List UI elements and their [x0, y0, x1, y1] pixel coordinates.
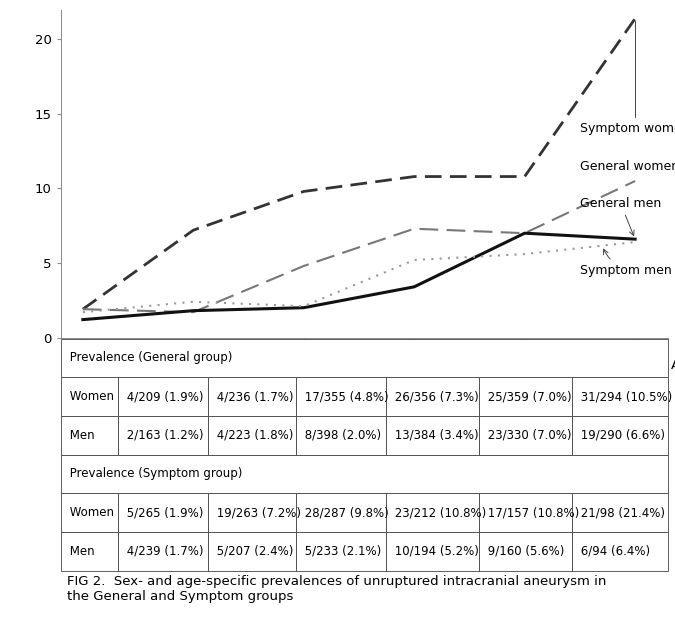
Text: 28/287 (9.8%): 28/287 (9.8%): [301, 506, 389, 519]
FancyBboxPatch shape: [572, 377, 668, 416]
Text: 25/359 (7.0%): 25/359 (7.0%): [484, 390, 572, 403]
Text: 21/98 (21.4%): 21/98 (21.4%): [577, 506, 665, 519]
Text: 5/265 (1.9%): 5/265 (1.9%): [124, 506, 204, 519]
Text: Symptom men: Symptom men: [580, 249, 672, 277]
FancyBboxPatch shape: [479, 377, 572, 416]
FancyBboxPatch shape: [209, 377, 296, 416]
Text: Age: Age: [671, 359, 675, 372]
FancyBboxPatch shape: [61, 532, 119, 570]
FancyBboxPatch shape: [61, 455, 668, 493]
Text: 9/160 (5.6%): 9/160 (5.6%): [484, 545, 564, 557]
FancyBboxPatch shape: [572, 416, 668, 455]
FancyBboxPatch shape: [386, 416, 479, 455]
Text: 4/223 (1.8%): 4/223 (1.8%): [213, 429, 294, 442]
Text: 19/290 (6.6%): 19/290 (6.6%): [577, 429, 665, 442]
FancyBboxPatch shape: [296, 377, 386, 416]
FancyBboxPatch shape: [479, 532, 572, 570]
FancyBboxPatch shape: [386, 377, 479, 416]
FancyBboxPatch shape: [572, 532, 668, 570]
Text: 10/194 (5.2%): 10/194 (5.2%): [392, 545, 479, 557]
Text: 13/384 (3.4%): 13/384 (3.4%): [392, 429, 479, 442]
FancyBboxPatch shape: [572, 493, 668, 532]
Text: 23/212 (10.8%): 23/212 (10.8%): [392, 506, 487, 519]
FancyBboxPatch shape: [386, 532, 479, 570]
FancyBboxPatch shape: [209, 416, 296, 455]
Text: 17/157 (10.8%): 17/157 (10.8%): [484, 506, 579, 519]
FancyBboxPatch shape: [119, 416, 209, 455]
FancyBboxPatch shape: [119, 532, 209, 570]
Text: General women: General women: [580, 159, 675, 178]
FancyBboxPatch shape: [61, 377, 119, 416]
FancyBboxPatch shape: [296, 532, 386, 570]
Text: Prevalence (General group): Prevalence (General group): [65, 352, 232, 365]
Text: FIG 2.  Sex- and age-specific prevalences of unruptured intracranial aneurysm in: FIG 2. Sex- and age-specific prevalences…: [67, 575, 606, 602]
Text: 17/355 (4.8%): 17/355 (4.8%): [301, 390, 389, 403]
FancyBboxPatch shape: [61, 416, 119, 455]
Text: Women: Women: [65, 390, 113, 403]
FancyBboxPatch shape: [479, 416, 572, 455]
FancyBboxPatch shape: [479, 493, 572, 532]
Text: 4/209 (1.9%): 4/209 (1.9%): [124, 390, 204, 403]
Text: 23/330 (7.0%): 23/330 (7.0%): [484, 429, 572, 442]
FancyBboxPatch shape: [61, 339, 668, 377]
FancyBboxPatch shape: [296, 416, 386, 455]
Text: Men: Men: [65, 429, 95, 442]
FancyBboxPatch shape: [296, 493, 386, 532]
FancyBboxPatch shape: [209, 532, 296, 570]
Text: 4/236 (1.7%): 4/236 (1.7%): [213, 390, 294, 403]
Text: 5/207 (2.4%): 5/207 (2.4%): [213, 545, 294, 557]
FancyBboxPatch shape: [61, 493, 119, 532]
Text: Prevalence (Symptom group): Prevalence (Symptom group): [65, 467, 242, 480]
FancyBboxPatch shape: [119, 377, 209, 416]
Text: 31/294 (10.5%): 31/294 (10.5%): [577, 390, 672, 403]
Text: 19/263 (7.2%): 19/263 (7.2%): [213, 506, 301, 519]
Text: Women: Women: [65, 506, 113, 519]
Text: General men: General men: [580, 197, 661, 235]
Text: 6/94 (6.4%): 6/94 (6.4%): [577, 545, 650, 557]
Text: 5/233 (2.1%): 5/233 (2.1%): [301, 545, 381, 557]
Text: 8/398 (2.0%): 8/398 (2.0%): [301, 429, 381, 442]
Text: 4/239 (1.7%): 4/239 (1.7%): [124, 545, 204, 557]
FancyBboxPatch shape: [119, 493, 209, 532]
FancyBboxPatch shape: [209, 493, 296, 532]
FancyBboxPatch shape: [386, 493, 479, 532]
Text: %: %: [21, 0, 34, 3]
Text: 26/356 (7.3%): 26/356 (7.3%): [392, 390, 479, 403]
Text: Symptom women: Symptom women: [580, 21, 675, 136]
Text: Men: Men: [65, 545, 95, 557]
Text: 2/163 (1.2%): 2/163 (1.2%): [124, 429, 204, 442]
